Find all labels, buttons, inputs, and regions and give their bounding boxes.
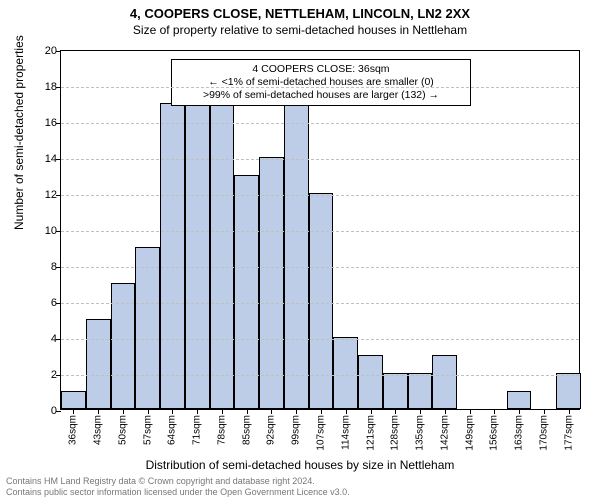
x-tick-label: 71sqm xyxy=(192,415,203,445)
y-tick-label: 20 xyxy=(45,45,57,57)
y-tick-label: 6 xyxy=(51,297,57,309)
x-tick-label: 57sqm xyxy=(142,415,153,445)
bar xyxy=(383,373,408,409)
bar xyxy=(556,373,581,409)
x-axis-label: Distribution of semi-detached houses by … xyxy=(0,458,600,472)
footer: Contains HM Land Registry data © Crown c… xyxy=(6,476,350,498)
y-tick-label: 2 xyxy=(51,369,57,381)
x-tick-mark xyxy=(569,409,570,414)
annotation-line-1: 4 COOPERS CLOSE: 36sqm xyxy=(178,63,464,76)
x-tick-mark xyxy=(172,409,173,414)
bar xyxy=(61,391,86,409)
footer-line-2: Contains public sector information licen… xyxy=(6,487,350,498)
x-tick-label: 121sqm xyxy=(365,415,376,451)
bar xyxy=(135,247,160,409)
x-tick-mark xyxy=(197,409,198,414)
x-tick-mark xyxy=(470,409,471,414)
x-tick-label: 64sqm xyxy=(167,415,178,445)
bar xyxy=(333,337,358,409)
x-tick-label: 99sqm xyxy=(291,415,302,445)
x-tick-mark xyxy=(371,409,372,414)
bar xyxy=(309,193,334,409)
x-tick-mark xyxy=(420,409,421,414)
y-tick-label: 0 xyxy=(51,405,57,417)
annotation-line-3: >99% of semi-detached houses are larger … xyxy=(178,89,464,102)
x-tick-mark xyxy=(148,409,149,414)
bar xyxy=(234,175,259,409)
bar xyxy=(432,355,457,409)
x-tick-label: 163sqm xyxy=(514,415,525,451)
x-tick-label: 85sqm xyxy=(241,415,252,445)
x-tick-label: 92sqm xyxy=(266,415,277,445)
bar xyxy=(408,373,433,409)
y-tick-label: 14 xyxy=(45,153,57,165)
chart-container: 4, COOPERS CLOSE, NETTLEHAM, LINCOLN, LN… xyxy=(0,0,600,500)
x-tick-mark xyxy=(222,409,223,414)
x-tick-label: 114sqm xyxy=(340,415,351,450)
x-tick-mark xyxy=(271,409,272,414)
bar xyxy=(284,85,309,409)
x-tick-mark xyxy=(73,409,74,414)
bar xyxy=(507,391,532,409)
grid-line xyxy=(61,87,579,88)
title-block: 4, COOPERS CLOSE, NETTLEHAM, LINCOLN, LN… xyxy=(0,0,600,37)
x-tick-label: 135sqm xyxy=(415,415,426,451)
x-tick-label: 142sqm xyxy=(439,415,450,451)
x-tick-mark xyxy=(296,409,297,414)
x-tick-mark xyxy=(395,409,396,414)
bar xyxy=(160,103,185,409)
grid-line xyxy=(61,375,579,376)
grid-line xyxy=(61,231,579,232)
x-tick-mark xyxy=(321,409,322,414)
y-tick-label: 18 xyxy=(45,81,57,93)
y-axis-label: Number of semi-detached properties xyxy=(12,35,26,230)
x-tick-label: 43sqm xyxy=(93,415,104,445)
x-tick-label: 156sqm xyxy=(489,415,500,451)
bar xyxy=(185,85,210,409)
x-tick-label: 149sqm xyxy=(464,415,475,451)
x-tick-label: 170sqm xyxy=(538,415,549,451)
x-tick-label: 128sqm xyxy=(390,415,401,451)
grid-line xyxy=(61,267,579,268)
x-tick-mark xyxy=(519,409,520,414)
x-tick-label: 107sqm xyxy=(316,415,327,451)
chart-plot-area: 4 COOPERS CLOSE: 36sqm ← <1% of semi-det… xyxy=(60,50,580,410)
y-tick-label: 8 xyxy=(51,261,57,273)
x-tick-label: 177sqm xyxy=(563,415,574,451)
bar xyxy=(358,355,383,409)
grid-line xyxy=(61,195,579,196)
grid-line xyxy=(61,339,579,340)
x-tick-mark xyxy=(123,409,124,414)
x-tick-mark xyxy=(247,409,248,414)
bar xyxy=(86,319,111,409)
y-tick-label: 4 xyxy=(51,333,57,345)
x-tick-mark xyxy=(346,409,347,414)
y-tick-label: 16 xyxy=(45,117,57,129)
x-tick-label: 50sqm xyxy=(117,415,128,445)
grid-line xyxy=(61,159,579,160)
x-tick-mark xyxy=(494,409,495,414)
x-tick-mark xyxy=(544,409,545,414)
footer-line-1: Contains HM Land Registry data © Crown c… xyxy=(6,476,350,487)
x-tick-mark xyxy=(445,409,446,414)
grid-line xyxy=(61,303,579,304)
bar xyxy=(210,85,235,409)
bar xyxy=(111,283,136,409)
grid-line xyxy=(61,123,579,124)
y-tick-label: 10 xyxy=(45,225,57,237)
x-tick-label: 36sqm xyxy=(68,415,79,445)
chart-title: 4, COOPERS CLOSE, NETTLEHAM, LINCOLN, LN… xyxy=(0,6,600,21)
x-tick-label: 78sqm xyxy=(216,415,227,445)
annotation-box: 4 COOPERS CLOSE: 36sqm ← <1% of semi-det… xyxy=(171,59,471,106)
chart-subtitle: Size of property relative to semi-detach… xyxy=(0,23,600,37)
x-tick-mark xyxy=(98,409,99,414)
y-tick-label: 12 xyxy=(45,189,57,201)
